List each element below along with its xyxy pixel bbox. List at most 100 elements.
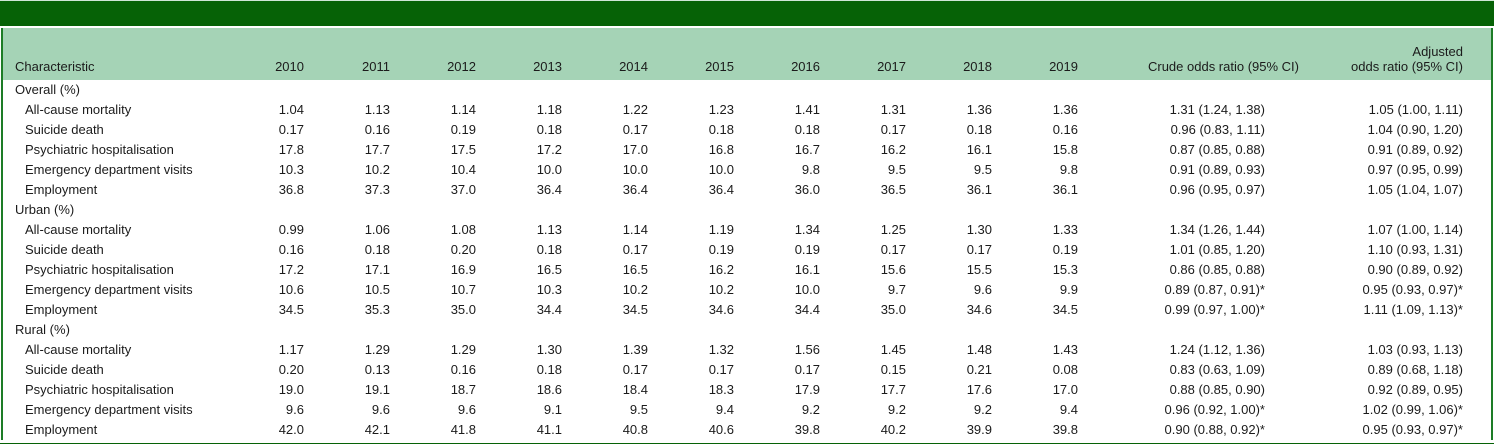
year-value-cell: 9.2: [801, 402, 820, 417]
year-value-cell: 0.17: [622, 362, 648, 377]
year-value-cell: 1.41: [794, 102, 820, 117]
year-value-cell: 16.8: [708, 142, 734, 157]
adjusted-or-cell: 1.02 (0.99, 1.06)*: [1362, 402, 1463, 417]
year-value-cell: 9.7: [887, 282, 906, 297]
year-value-cell: 1.29: [364, 342, 390, 357]
year-value-cell: 9.4: [715, 402, 734, 417]
year-value-cell: 16.9: [450, 262, 476, 277]
outcome-row: Psychiatric hospitalisation 17.2 17.1 16.9 1…: [3, 260, 1491, 280]
year-value-cell: 10.3: [536, 282, 562, 297]
column-header-year-2010: 2010: [241, 28, 327, 80]
year-value-cell: 0.15: [880, 362, 906, 377]
table-header: Characteristic 2010 2011 2012 2013 2014 2015 2…: [3, 28, 1491, 80]
year-value-cell: 17.6: [966, 382, 992, 397]
year-value-cell: 10.0: [622, 162, 648, 177]
row-label-cell: Suicide death: [25, 242, 104, 257]
year-value-cell: 19.1: [364, 382, 390, 397]
year-value-cell: 9.2: [973, 402, 992, 417]
column-header-year-2016: 2016: [757, 28, 843, 80]
year-value-cell: 1.30: [966, 222, 992, 237]
year-value-cell: 10.0: [536, 162, 562, 177]
year-value-cell: 34.5: [622, 302, 648, 317]
crude-or-cell: 1.34 (1.26, 1.44): [1169, 222, 1265, 237]
section-row: Overall (%): [3, 80, 1491, 100]
year-value-cell: 9.1: [543, 402, 562, 417]
year-value-cell: 36.1: [966, 182, 992, 197]
year-value-cell: 36.4: [622, 182, 648, 197]
outcome-row: Employment 36.8 37.3 37.0 36.4 36.4 36.4 36.0 36…: [3, 180, 1491, 200]
crude-or-cell: 0.90 (0.88, 0.92)*: [1164, 422, 1265, 437]
outcomes-table: Characteristic 2010 2011 2012 2013 2014 2015 2…: [3, 28, 1491, 440]
year-value-cell: 36.1: [1052, 182, 1078, 197]
crude-or-cell: 0.87 (0.85, 0.88): [1169, 142, 1265, 157]
year-value-cell: 18.6: [536, 382, 562, 397]
year-value-cell: 17.0: [622, 142, 648, 157]
section-row: Urban (%): [3, 200, 1491, 220]
year-value-cell: 36.8: [278, 182, 304, 197]
outcome-row: Emergency department visits 9.6 9.6 9.6 9.1 9…: [3, 400, 1491, 420]
adjusted-or-cell: 1.07 (1.00, 1.14): [1367, 222, 1463, 237]
year-value-cell: 17.0: [1052, 382, 1078, 397]
year-value-cell: 10.2: [708, 282, 734, 297]
column-header-year-2019: 2019: [1015, 28, 1101, 80]
adjusted-or-cell: 0.92 (0.89, 0.95): [1367, 382, 1463, 397]
outcome-row: Employment 34.5 35.3 35.0 34.4 34.5 34.6 34.4 35…: [3, 300, 1491, 320]
year-value-cell: 42.1: [364, 422, 390, 437]
year-value-cell: 41.8: [450, 422, 476, 437]
year-value-cell: 19.0: [278, 382, 304, 397]
year-value-cell: 18.3: [708, 382, 734, 397]
year-value-cell: 0.17: [794, 362, 820, 377]
crude-or-cell: 1.31 (1.24, 1.38): [1169, 102, 1265, 117]
year-value-cell: 0.19: [450, 122, 476, 137]
year-value-cell: 9.5: [973, 162, 992, 177]
year-value-cell: 42.0: [278, 422, 304, 437]
year-value-cell: 0.17: [966, 242, 992, 257]
year-value-cell: 1.13: [364, 102, 390, 117]
adjusted-or-cell: 1.10 (0.93, 1.31): [1367, 242, 1463, 257]
column-header-year-2017: 2017: [843, 28, 929, 80]
adjusted-or-cell: 0.97 (0.95, 0.99): [1367, 162, 1463, 177]
year-value-cell: 0.17: [880, 242, 906, 257]
year-value-cell: 0.19: [708, 242, 734, 257]
row-label-cell: Psychiatric hospitalisation: [25, 382, 174, 397]
section-row: Rural (%): [3, 320, 1491, 340]
year-value-cell: 16.5: [622, 262, 648, 277]
row-label-cell: Emergency department visits: [25, 282, 193, 297]
year-value-cell: 10.0: [708, 162, 734, 177]
outcome-row: All-cause mortality 1.04 1.13 1.14 1.18 1.22 1…: [3, 100, 1491, 120]
year-value-cell: 16.2: [880, 142, 906, 157]
year-value-cell: 15.8: [1052, 142, 1078, 157]
column-header-year-2013: 2013: [499, 28, 585, 80]
year-value-cell: 39.8: [794, 422, 820, 437]
header-separator: [0, 26, 1494, 28]
adjusted-or-cell: 1.05 (1.00, 1.11): [1368, 102, 1463, 117]
year-value-cell: 16.1: [966, 142, 992, 157]
year-value-cell: 1.36: [1052, 102, 1078, 117]
row-label-cell: Employment: [25, 302, 98, 317]
year-value-cell: 1.14: [622, 222, 648, 237]
row-label-cell: Employment: [25, 422, 98, 437]
year-value-cell: 1.17: [278, 342, 304, 357]
year-value-cell: 35.0: [450, 302, 476, 317]
year-value-cell: 1.23: [708, 102, 734, 117]
year-value-cell: 1.25: [880, 222, 906, 237]
year-value-cell: 10.2: [364, 162, 390, 177]
year-value-cell: 36.4: [708, 182, 734, 197]
crude-or-cell: 1.01 (0.85, 1.20): [1169, 242, 1265, 257]
row-label-cell: All-cause mortality: [25, 102, 132, 117]
row-label-cell: Employment: [25, 182, 98, 197]
year-value-cell: 10.0: [794, 282, 820, 297]
year-value-cell: 9.5: [629, 402, 648, 417]
year-value-cell: 9.6: [371, 402, 390, 417]
crude-or-cell: 0.86 (0.85, 0.88): [1169, 262, 1265, 277]
year-value-cell: 9.2: [887, 402, 906, 417]
year-value-cell: 10.2: [622, 282, 648, 297]
year-value-cell: 35.0: [880, 302, 906, 317]
crude-or-cell: 0.83 (0.63, 1.09): [1169, 362, 1265, 377]
row-label-cell: Emergency department visits: [25, 402, 193, 417]
year-value-cell: 16.1: [794, 262, 820, 277]
table-top-bar: [0, 1, 1494, 26]
column-header-year-2018: 2018: [929, 28, 1015, 80]
adjusted-or-cell: 1.05 (1.04, 1.07): [1367, 182, 1463, 197]
year-value-cell: 0.17: [278, 122, 304, 137]
